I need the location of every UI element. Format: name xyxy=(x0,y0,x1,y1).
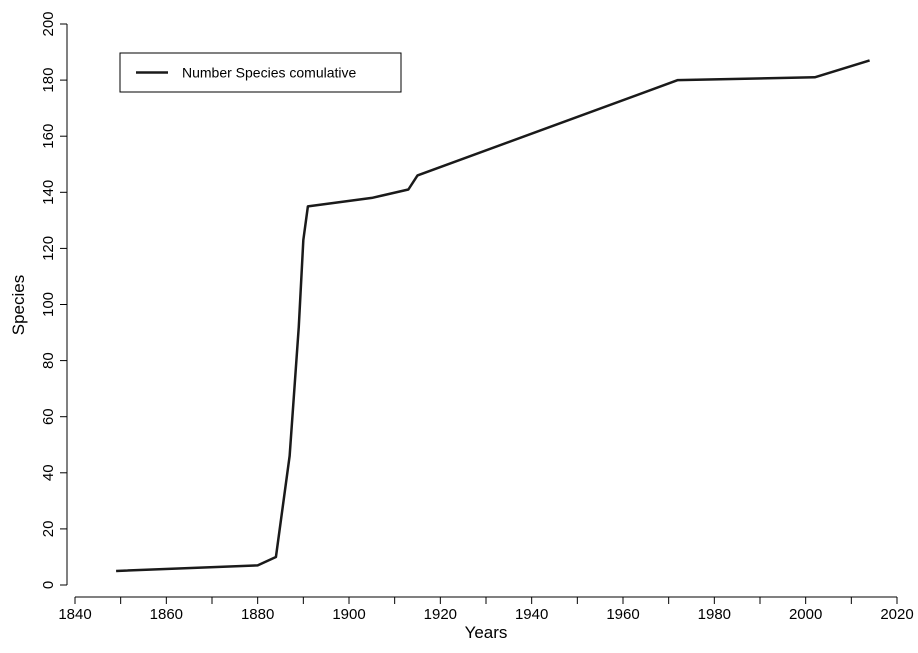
y-tick-label: 120 xyxy=(40,236,57,261)
y-tick-label: 40 xyxy=(40,464,57,481)
data-line xyxy=(116,59,870,573)
y-tick-label: 180 xyxy=(40,68,57,93)
y-tick-label: 100 xyxy=(40,292,57,317)
y-tick-label: 60 xyxy=(40,408,57,425)
y-tick-label: 160 xyxy=(40,124,57,149)
y-tick-label: 140 xyxy=(40,180,57,205)
x-tick-label: 1980 xyxy=(698,606,731,623)
x-tick-label: 1840 xyxy=(58,606,91,623)
x-tick-label: 1860 xyxy=(150,606,183,623)
y-axis-title: Species xyxy=(9,275,28,335)
legend-label: Number Species comulative xyxy=(182,65,357,81)
x-axis-title: Years xyxy=(465,623,508,642)
x-tick-label: 1940 xyxy=(515,606,548,623)
y-tick-label: 80 xyxy=(40,352,57,369)
x-tick-label: 1920 xyxy=(424,606,457,623)
y-tick-label: 0 xyxy=(40,581,57,589)
x-tick-label: 2020 xyxy=(880,606,913,623)
y-tick-label: 200 xyxy=(40,11,57,36)
x-tick-label: 1880 xyxy=(241,606,274,623)
x-tick-label: 1900 xyxy=(332,606,365,623)
x-tick-label: 1960 xyxy=(606,606,639,623)
x-tick-label: 2000 xyxy=(789,606,822,623)
y-tick-label: 20 xyxy=(40,521,57,538)
